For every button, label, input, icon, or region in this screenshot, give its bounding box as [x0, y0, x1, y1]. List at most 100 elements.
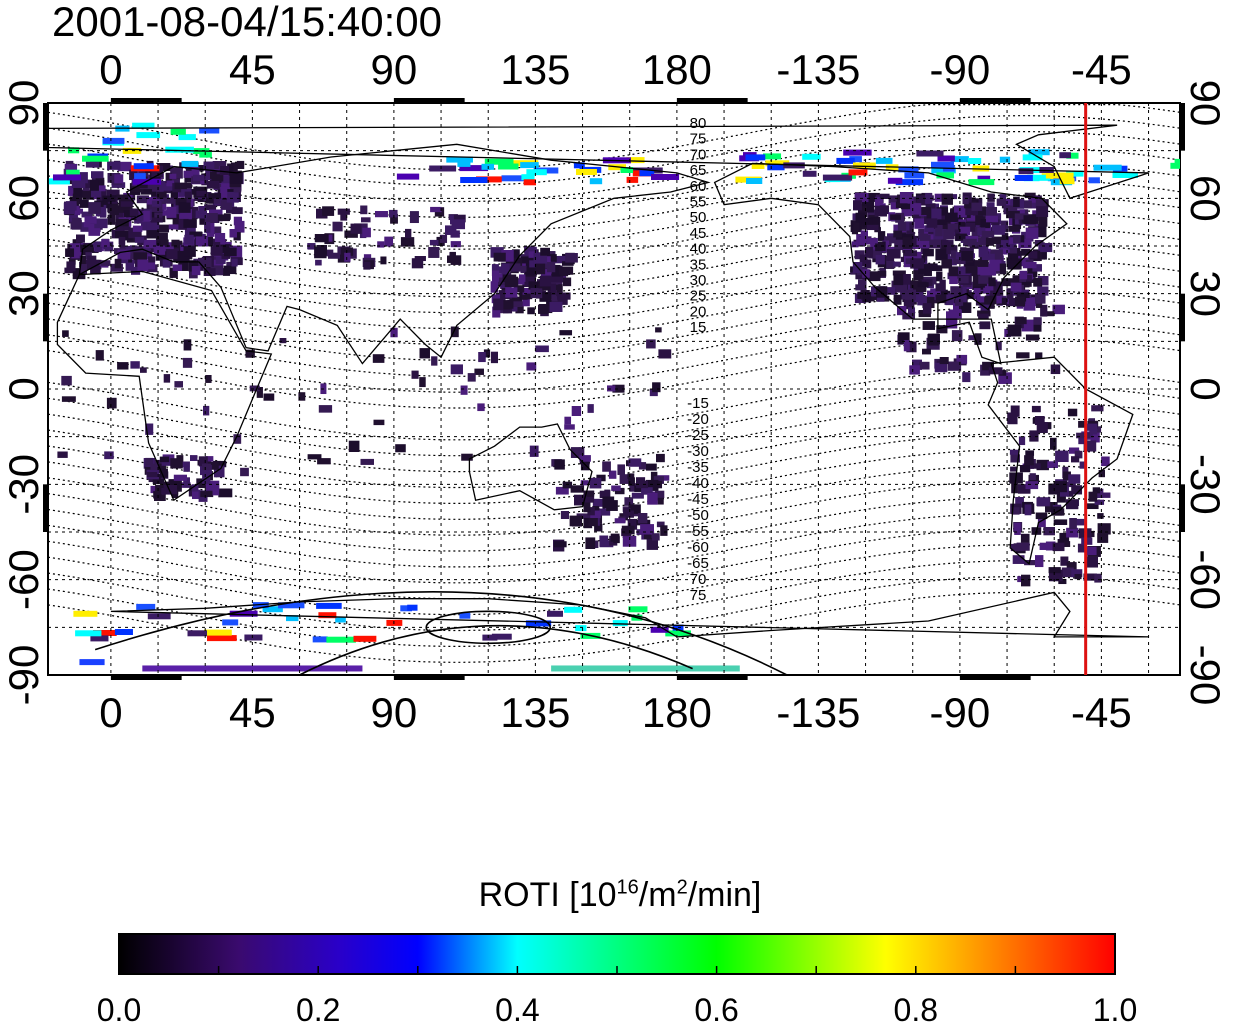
- colorbar-tick-label: 0.6: [694, 992, 738, 1024]
- pixel-auroral-north: [999, 156, 1011, 163]
- pixel-north-america: [891, 280, 899, 290]
- pixel-auroral-north: [916, 150, 944, 157]
- pixel-central-america: [1007, 324, 1022, 337]
- pixel-south-america: [1048, 569, 1063, 582]
- pixel-europe: [93, 241, 105, 248]
- lon-label-bottom: 135: [500, 689, 570, 736]
- contour-line: [48, 321, 1180, 393]
- pixel-east-asia: [563, 277, 572, 287]
- pixel-south-africa: [192, 489, 201, 500]
- pixel-north-america: [1006, 288, 1014, 301]
- pixel-auroral-north: [576, 169, 597, 175]
- contour-label: 45: [690, 225, 707, 242]
- pixel-east-asia: [557, 296, 568, 305]
- pixel-north-america: [890, 214, 901, 220]
- pixel-europe: [97, 204, 107, 217]
- pixel-south-america: [1083, 573, 1097, 581]
- pixel-europe: [133, 252, 148, 260]
- pixel-australia-nz: [614, 487, 625, 495]
- pixel-auroral-north: [1059, 152, 1071, 159]
- pixel-east-asia: [520, 265, 527, 272]
- pixel-north-america: [1028, 196, 1040, 209]
- pixel-asia: [388, 209, 398, 218]
- pixel-europe: [150, 217, 163, 223]
- pixel-tropics: [298, 392, 306, 401]
- contour-label: 70: [690, 571, 707, 588]
- pixel-europe: [79, 172, 88, 184]
- pixel-auroral-north: [822, 174, 853, 181]
- pixel-auroral-north: [501, 175, 524, 182]
- pixel-central-america: [976, 296, 985, 303]
- pixel-tropics: [612, 384, 625, 393]
- pixel-north-america: [893, 274, 904, 286]
- pixel-auroral-north: [165, 146, 194, 153]
- pixel-tropics: [411, 370, 419, 379]
- pixel-north-america: [958, 266, 972, 275]
- pixel-auroral-north: [1059, 178, 1075, 185]
- pixel-north-america: [875, 254, 885, 265]
- pixel-central-america: [935, 294, 947, 304]
- pixel-australia-nz: [656, 521, 665, 528]
- coastlines: [48, 124, 1149, 638]
- pixel-central-america: [1021, 319, 1034, 332]
- pixel-auroral-north: [977, 175, 991, 182]
- pixel-auroral-north: [460, 177, 488, 183]
- pixel-south-america: [1086, 503, 1099, 510]
- pixel-auroral-south: [204, 629, 232, 636]
- contour-line: [48, 401, 1180, 473]
- pixel-north-america: [936, 271, 943, 282]
- pixel-auroral-north: [751, 163, 765, 169]
- pixel-australia-nz: [582, 496, 595, 503]
- pixel-australia-nz: [599, 535, 609, 547]
- pixel-tropics: [372, 354, 385, 363]
- pixel-asia: [400, 237, 415, 247]
- pixel-north-america: [926, 218, 938, 228]
- lat-label-right: -90: [1182, 645, 1229, 706]
- pixel-auroral-north: [122, 147, 142, 154]
- pixel-north-america: [971, 202, 983, 211]
- pixel-asia: [449, 251, 456, 262]
- contour-label: 50: [690, 209, 707, 226]
- contour-line: [48, 104, 1180, 171]
- pixel-australia-nz: [583, 490, 595, 503]
- pixel-south-america: [1078, 420, 1087, 428]
- pixel-south-africa: [159, 468, 168, 478]
- pixel-north-america: [922, 248, 934, 257]
- pixel-europe: [223, 184, 236, 193]
- pixel-south-america: [1097, 533, 1109, 543]
- pixel-auroral-north: [178, 134, 196, 141]
- pixel-south-america: [1052, 542, 1065, 552]
- pixel-north-america: [934, 193, 944, 202]
- pixel-auroral-north: [1174, 158, 1180, 165]
- pixel-north-america: [1013, 234, 1021, 244]
- pixel-europe: [116, 194, 129, 201]
- contour-line: [48, 512, 1180, 584]
- pixel-north-america: [884, 236, 897, 244]
- pixel-north-america: [935, 219, 947, 225]
- pixel-europe: [146, 230, 159, 239]
- pixel-north-america: [862, 291, 872, 303]
- contour-label: -55: [687, 523, 709, 540]
- pixel-europe: [139, 246, 151, 256]
- pixel-north-america: [893, 230, 903, 238]
- pixel-auroral-north: [102, 137, 125, 144]
- pixel-south-america: [1021, 574, 1031, 587]
- pixel-north-america: [907, 203, 922, 215]
- pixel-tropics: [240, 467, 249, 477]
- pixel-north-america: [981, 230, 995, 238]
- pixel-east-asia: [491, 264, 499, 277]
- pixel-east-asia: [549, 301, 563, 312]
- pixel-auroral-south: [262, 606, 283, 613]
- pixel-europe: [191, 167, 200, 179]
- pixel-north-america: [986, 215, 999, 223]
- pixel-europe: [99, 185, 106, 192]
- pixel-north-america: [860, 230, 868, 242]
- pixel-north-america: [964, 200, 977, 209]
- pixel-north-america: [866, 224, 879, 231]
- pixel-south-america: [1035, 512, 1048, 520]
- pixel-auroral-north: [1088, 177, 1100, 184]
- pixel-south-america: [1097, 523, 1111, 535]
- pixel-asia: [337, 253, 351, 263]
- pixel-central-america: [946, 320, 958, 329]
- pixel-australia-nz: [554, 459, 565, 470]
